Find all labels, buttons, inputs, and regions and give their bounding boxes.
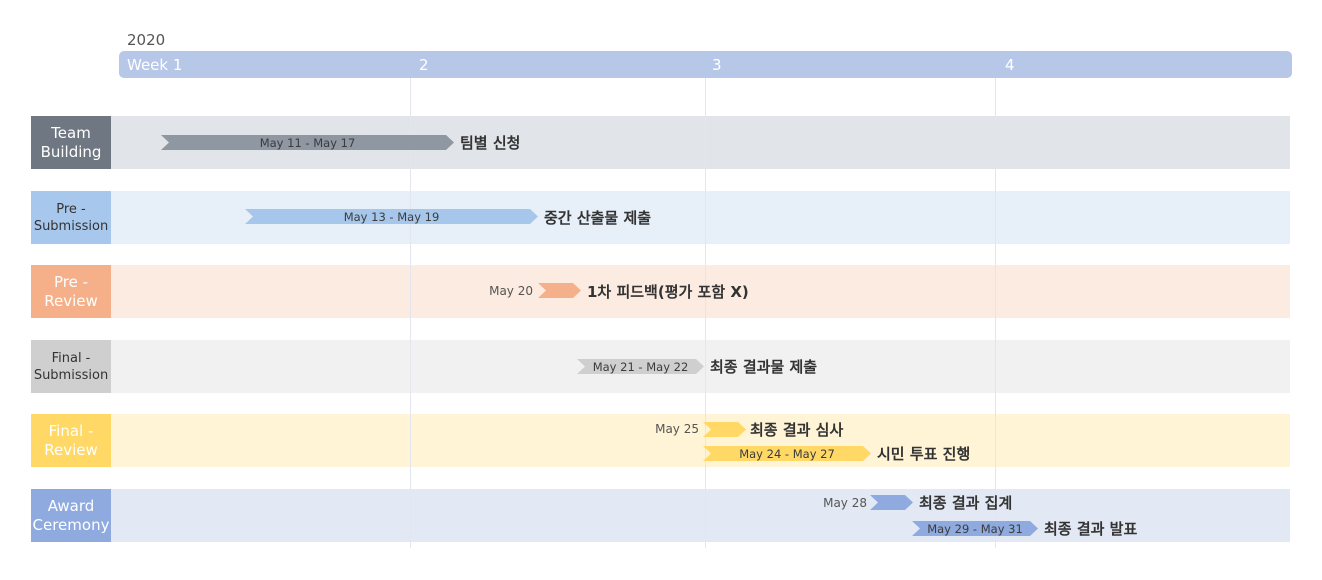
task-title: 최종 결과물 제출: [710, 358, 818, 376]
week-label-2: 2: [419, 56, 429, 74]
row-label: Team Building: [31, 116, 111, 169]
week-header-bar: Week 1 2 3 4: [119, 51, 1292, 78]
task-date: May 20: [489, 284, 533, 298]
row-award-ceremony: Award Ceremony May 28 최종 결과 집계 May 29 - …: [31, 489, 1290, 542]
task-bar[interactable]: May 24 - May 27: [703, 446, 871, 461]
row-label: Final - Review: [31, 414, 111, 467]
row-background: [111, 489, 1290, 542]
row-pre-submission: Pre - Submission May 13 - May 19 중간 산출물 …: [31, 191, 1290, 244]
row-background: [111, 265, 1290, 318]
row-background: [111, 414, 1290, 467]
row-final-submission: Final - Submission May 21 - May 22 최종 결과…: [31, 340, 1290, 393]
week-label-4: 4: [1005, 56, 1015, 74]
task-bar[interactable]: May 13 - May 19: [245, 209, 538, 224]
row-final-review: Final - Review May 25 최종 결과 심사 May 24 - …: [31, 414, 1290, 467]
task-bar[interactable]: May 21 - May 22: [577, 359, 704, 374]
task-title: 최종 결과 집계: [919, 494, 1013, 512]
task-title: 1차 피드백(평가 포함 X): [587, 283, 749, 301]
year-label: 2020: [127, 31, 166, 49]
week-label-3: 3: [712, 56, 722, 74]
task-bar[interactable]: [870, 495, 913, 510]
week-gridline: [995, 78, 996, 548]
task-bar[interactable]: [703, 422, 746, 437]
row-pre-review: Pre - Review May 20 1차 피드백(평가 포함 X): [31, 265, 1290, 318]
week-gridline: [410, 78, 411, 548]
task-title: 중간 산출물 제출: [544, 209, 652, 227]
task-date: May 28: [823, 496, 867, 510]
row-label: Pre - Submission: [31, 191, 111, 244]
row-label: Pre - Review: [31, 265, 111, 318]
task-bar[interactable]: May 11 - May 17: [161, 135, 454, 150]
task-title: 팀별 신청: [460, 134, 521, 152]
row-label: Final - Submission: [31, 340, 111, 393]
task-bar[interactable]: May 29 - May 31: [912, 521, 1038, 536]
task-date: May 25: [655, 422, 699, 436]
row-team-building: Team Building May 11 - May 17 팀별 신청: [31, 116, 1290, 169]
task-bar[interactable]: [538, 283, 581, 298]
row-label: Award Ceremony: [31, 489, 111, 542]
task-title: 최종 결과 발표: [1044, 520, 1138, 538]
task-title: 시민 투표 진행: [877, 445, 971, 463]
task-title: 최종 결과 심사: [750, 421, 844, 439]
week-label-1: Week 1: [127, 56, 183, 74]
week-gridline: [705, 78, 706, 548]
